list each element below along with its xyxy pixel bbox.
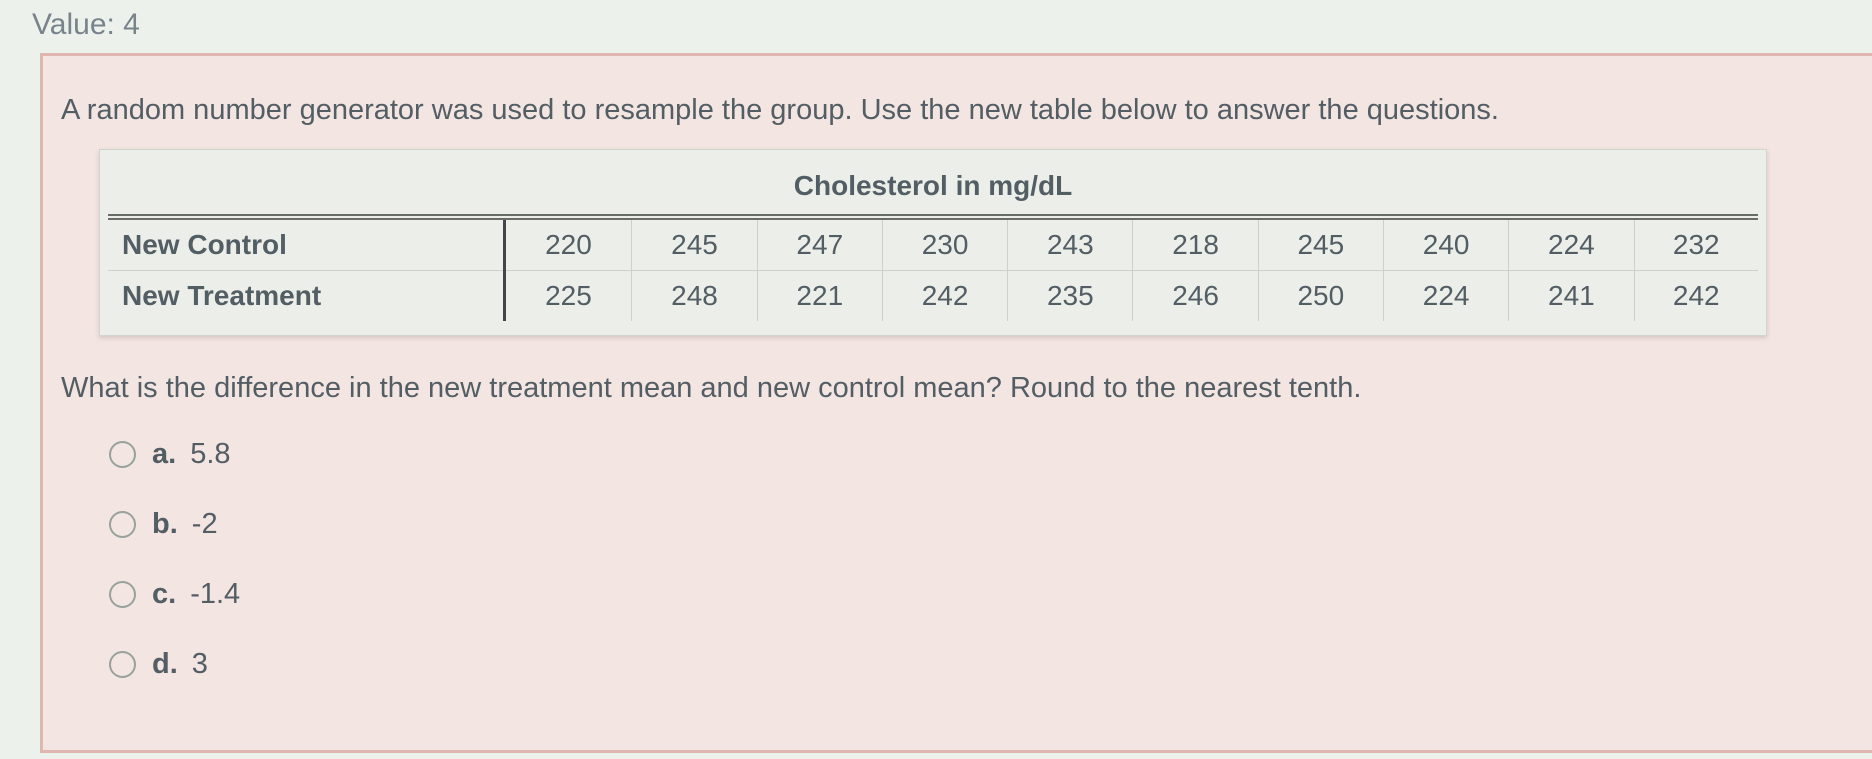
table-cell-value: 245 xyxy=(631,217,758,271)
table-cell-value: 221 xyxy=(756,270,883,321)
question-text: What is the difference in the new treatm… xyxy=(61,372,1362,404)
option-letter: a. xyxy=(152,437,177,470)
table-cell-value: 230 xyxy=(881,217,1008,271)
table-cell-value: 247 xyxy=(756,217,883,271)
answer-option-a[interactable]: a. 5.8 xyxy=(109,433,1872,475)
page-header: Value: 4 xyxy=(0,0,1872,53)
table-cell-value: 218 xyxy=(1132,217,1259,271)
table-cell-value: 225 xyxy=(504,270,632,321)
table-cell-value: 246 xyxy=(1132,270,1259,321)
cholesterol-table-body: New Control 220 245 247 230 243 218 245 240 224 23… xyxy=(108,217,1758,321)
table-cell-value: 242 xyxy=(1633,270,1758,321)
option-text: -2 xyxy=(191,507,218,540)
table-cell-value: 241 xyxy=(1508,270,1635,321)
table-title-row: Cholesterol in mg/dL xyxy=(108,160,1758,220)
option-text: -1.4 xyxy=(190,577,241,610)
table-cell-value: 250 xyxy=(1257,270,1384,321)
table-cell-value: 232 xyxy=(1633,217,1758,271)
question-value-label: Value: 4 xyxy=(32,8,140,41)
table-row: New Control 220 245 247 230 243 218 245 240 224 23… xyxy=(108,217,1758,271)
table-row: New Treatment 225 248 221 242 235 246 250 224 241… xyxy=(108,270,1758,321)
answer-option-b[interactable]: b. -2 xyxy=(109,503,1872,545)
option-letter: b. xyxy=(152,507,178,540)
option-letter: c. xyxy=(152,577,177,610)
option-letter: d. xyxy=(152,647,178,680)
table-cell-value: 235 xyxy=(1007,270,1133,321)
row-label: New Treatment xyxy=(108,270,506,321)
question-card: A random number generator was used to re… xyxy=(40,53,1872,753)
table-cell-value: 240 xyxy=(1382,217,1509,271)
answer-option-d[interactable]: d. 3 xyxy=(109,643,1872,685)
table-cell-value: 248 xyxy=(631,270,758,321)
table-title: Cholesterol in mg/dL xyxy=(108,160,1758,220)
answer-radio-a[interactable] xyxy=(109,440,136,468)
table-cell-value: 243 xyxy=(1007,217,1133,271)
answer-radio-c[interactable] xyxy=(109,580,136,608)
option-text: 5.8 xyxy=(190,437,231,470)
answer-radio-d[interactable] xyxy=(109,650,136,678)
cholesterol-table-panel: Cholesterol in mg/dL New Control 220 245 24… xyxy=(99,149,1767,336)
answer-option-c[interactable]: c. -1.4 xyxy=(109,573,1872,615)
table-cell-value: 245 xyxy=(1257,217,1384,271)
answer-radio-b[interactable] xyxy=(109,510,136,538)
question-prompt: A random number generator was used to re… xyxy=(61,94,1499,126)
table-cell-value: 242 xyxy=(881,270,1008,321)
table-cell-value: 224 xyxy=(1382,270,1509,321)
option-text: 3 xyxy=(191,647,208,680)
answer-options: a. 5.8 b. -2 c. -1.4 d. 3 xyxy=(109,433,1872,685)
table-cell-value: 224 xyxy=(1508,217,1635,271)
row-label: New Control xyxy=(108,217,506,271)
cholesterol-table: Cholesterol in mg/dL New Control 220 245 24… xyxy=(108,160,1758,321)
table-cell-value: 220 xyxy=(545,229,592,260)
